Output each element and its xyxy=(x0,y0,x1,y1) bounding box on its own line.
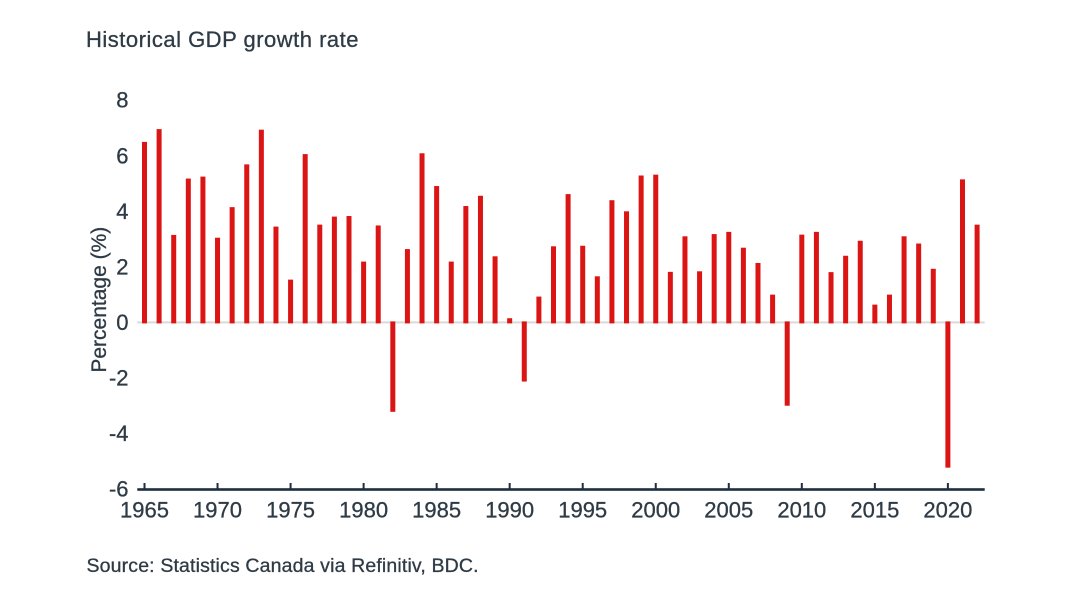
svg-text:1965: 1965 xyxy=(120,498,169,523)
svg-text:1980: 1980 xyxy=(339,498,388,523)
svg-text:8: 8 xyxy=(116,88,128,113)
svg-text:-2: -2 xyxy=(109,365,129,390)
svg-text:0: 0 xyxy=(116,310,128,335)
svg-text:2015: 2015 xyxy=(850,498,899,523)
svg-text:-6: -6 xyxy=(109,477,129,502)
svg-text:2020: 2020 xyxy=(923,498,972,523)
svg-text:6: 6 xyxy=(116,143,128,168)
svg-text:Percentage (%): Percentage (%) xyxy=(88,227,111,373)
svg-text:2005: 2005 xyxy=(704,498,753,523)
svg-text:2010: 2010 xyxy=(777,498,826,523)
svg-text:1985: 1985 xyxy=(412,498,461,523)
svg-text:4: 4 xyxy=(116,199,128,224)
svg-text:2000: 2000 xyxy=(631,498,680,523)
svg-text:1970: 1970 xyxy=(193,498,242,523)
svg-text:-4: -4 xyxy=(109,421,129,446)
svg-text:1995: 1995 xyxy=(558,498,607,523)
svg-text:2: 2 xyxy=(116,254,128,279)
svg-text:1975: 1975 xyxy=(266,498,315,523)
svg-text:Source: Statistics Canada via: Source: Statistics Canada via Refinitiv,… xyxy=(87,555,479,577)
svg-text:Historical GDP growth rate: Historical GDP growth rate xyxy=(86,27,359,52)
svg-text:1990: 1990 xyxy=(485,498,534,523)
